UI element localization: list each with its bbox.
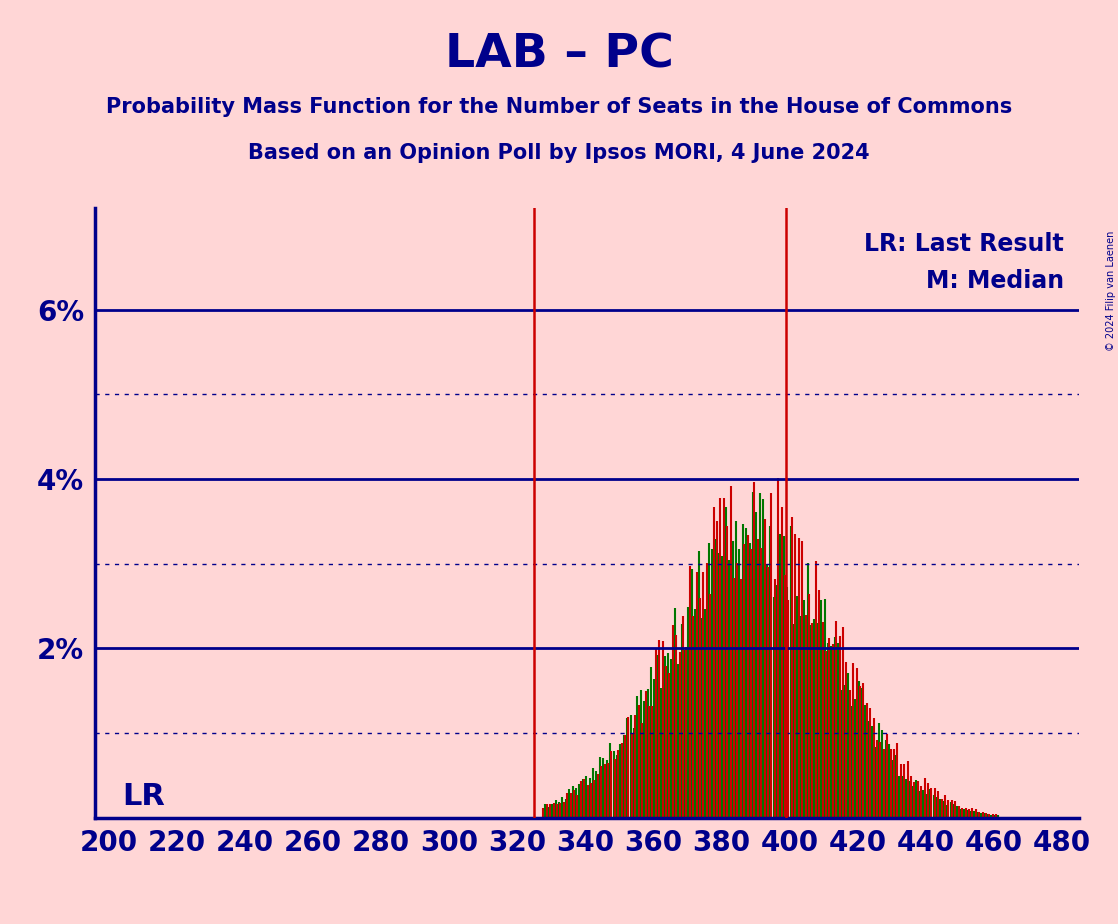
Text: © 2024 Filip van Laenen: © 2024 Filip van Laenen [1106, 231, 1116, 351]
Text: Probability Mass Function for the Number of Seats in the House of Commons: Probability Mass Function for the Number… [106, 97, 1012, 117]
Text: LR: Last Result: LR: Last Result [864, 232, 1064, 256]
Text: LAB – PC: LAB – PC [445, 32, 673, 78]
Text: M: Median: M: Median [926, 269, 1064, 293]
Text: LR: LR [122, 782, 165, 811]
Text: Based on an Opinion Poll by Ipsos MORI, 4 June 2024: Based on an Opinion Poll by Ipsos MORI, … [248, 143, 870, 164]
